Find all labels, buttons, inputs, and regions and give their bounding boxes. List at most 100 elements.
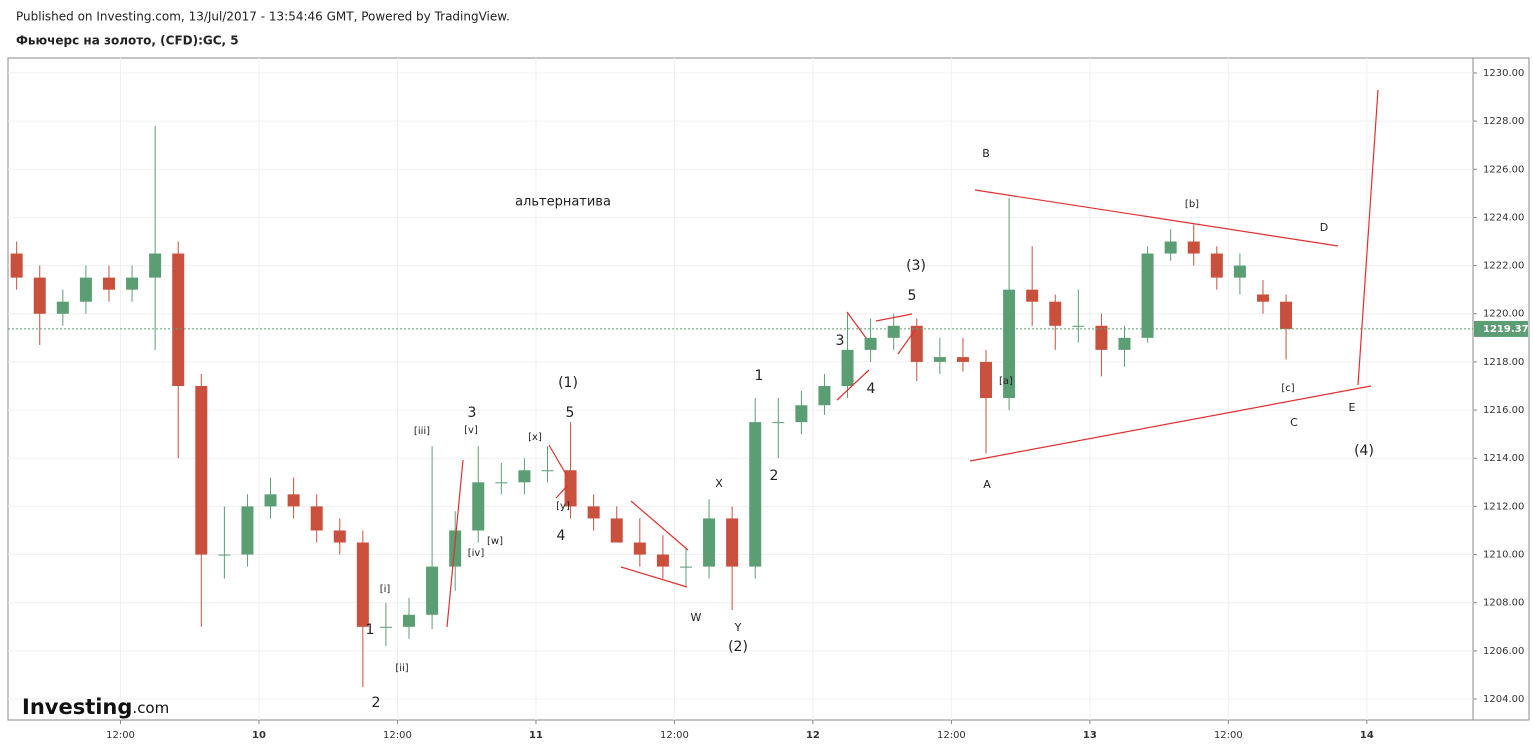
y-tick-label: 1204.00 [1483, 694, 1524, 705]
candle-body [980, 361, 993, 399]
x-tick-label: 12:00 [937, 730, 966, 741]
y-tick-label: 1208.00 [1483, 598, 1524, 609]
candle-body [587, 506, 600, 519]
candle-body [1256, 294, 1269, 302]
y-tick-label: 1218.00 [1483, 357, 1524, 368]
candle-body [795, 405, 808, 423]
candle-body [426, 566, 439, 615]
candle-body [241, 506, 254, 555]
wave-label: [x] [528, 432, 542, 443]
y-tick-label: 1224.00 [1483, 212, 1524, 223]
candle-body [33, 277, 46, 314]
candle-body [495, 482, 508, 484]
y-tick-label: 1206.00 [1483, 646, 1524, 657]
candle-body [610, 518, 623, 543]
candle-body [10, 253, 23, 278]
candle-body [818, 385, 831, 406]
candle-body [102, 277, 115, 290]
y-tick-label: 1216.00 [1483, 405, 1524, 416]
wave-label: X [715, 477, 723, 490]
wave-label: 4 [557, 528, 566, 544]
x-tick-label: 12:00 [383, 730, 412, 741]
candle-body [79, 277, 92, 302]
wave-label: W [691, 611, 702, 624]
candle-body [541, 470, 554, 472]
candle-body [1187, 241, 1200, 254]
last-price-box [1474, 320, 1528, 337]
candle-body [749, 422, 762, 567]
candle-body [1049, 301, 1062, 326]
candle-body [1118, 337, 1131, 350]
candle-body [403, 614, 416, 627]
trend-lines [446, 89, 1379, 628]
x-tick-label: 12:00 [660, 730, 689, 741]
wave-label: 4 [867, 381, 876, 397]
wave-label: D [1320, 221, 1328, 234]
wave-label: 5 [908, 288, 917, 304]
candle-body [287, 494, 300, 507]
candle-body [956, 357, 969, 362]
wave-label: [i] [380, 584, 391, 595]
candle-body [656, 554, 669, 567]
symbol-title: Фьючерс на золото, (CFD):GC, 5 [16, 34, 239, 48]
wave-label: альтернатива [515, 195, 611, 210]
candle-body [564, 470, 577, 507]
candle-body [910, 325, 923, 362]
candle-body [518, 470, 531, 483]
candle-body [195, 385, 208, 555]
wave-label: 2 [770, 468, 779, 484]
candle-body [310, 506, 323, 531]
candle-body [633, 542, 646, 555]
candle-body [1095, 325, 1108, 350]
wave-label: C [1290, 416, 1298, 429]
candle-body [449, 530, 462, 567]
wave-label: [w] [487, 536, 503, 547]
y-tick-label: 1228.00 [1483, 116, 1524, 127]
candle-body [841, 349, 854, 386]
x-tick-label: 13 [1083, 730, 1097, 741]
candle-body [1233, 265, 1246, 278]
candle-body [1072, 325, 1085, 327]
y-tick-label: 1214.00 [1483, 453, 1524, 464]
y-tick-label: 1230.00 [1483, 68, 1524, 79]
candle-body [1164, 241, 1177, 254]
y-tick-label: 1210.00 [1483, 550, 1524, 561]
candle-body [864, 337, 877, 350]
x-tick-label: 12:00 [106, 730, 135, 741]
candle-body [1026, 289, 1039, 302]
wave-label: 3 [468, 405, 477, 421]
wave-label: E [1349, 401, 1356, 414]
candle-body [1141, 253, 1154, 338]
candle-body [887, 325, 900, 338]
wave-label: [c] [1281, 383, 1294, 394]
wave-label: (4) [1354, 443, 1374, 459]
wave-label: [ii] [395, 663, 408, 674]
y-tick-label: 1220.00 [1483, 309, 1524, 320]
y-tick-label: 1222.00 [1483, 261, 1524, 272]
x-tick-label: 12 [806, 730, 820, 741]
candle-body [149, 253, 162, 278]
wave-label: 1 [755, 368, 764, 384]
wave-label: (3) [906, 258, 926, 274]
candle-body [772, 422, 785, 424]
candle-body [218, 554, 231, 556]
wave-label: [iii] [414, 426, 430, 437]
candle-body [933, 357, 946, 362]
wave-label: B [982, 147, 990, 160]
candle-body [703, 518, 716, 567]
wave-label: 2 [372, 695, 381, 711]
candle-body [472, 482, 485, 531]
wave-label: A [983, 478, 991, 491]
published-note: Published on Investing.com, 13/Jul/2017 … [16, 10, 510, 24]
candle-body [333, 530, 346, 543]
candle-body [56, 301, 69, 314]
candle-body [126, 277, 139, 290]
wave-label: (2) [728, 639, 748, 655]
candle-body [679, 566, 692, 568]
wave-label: [v] [464, 425, 478, 436]
candle-body [726, 518, 739, 567]
wave-label: [iv] [468, 548, 485, 559]
x-tick-label: 11 [529, 730, 543, 741]
y-tick-label: 1212.00 [1483, 501, 1524, 512]
